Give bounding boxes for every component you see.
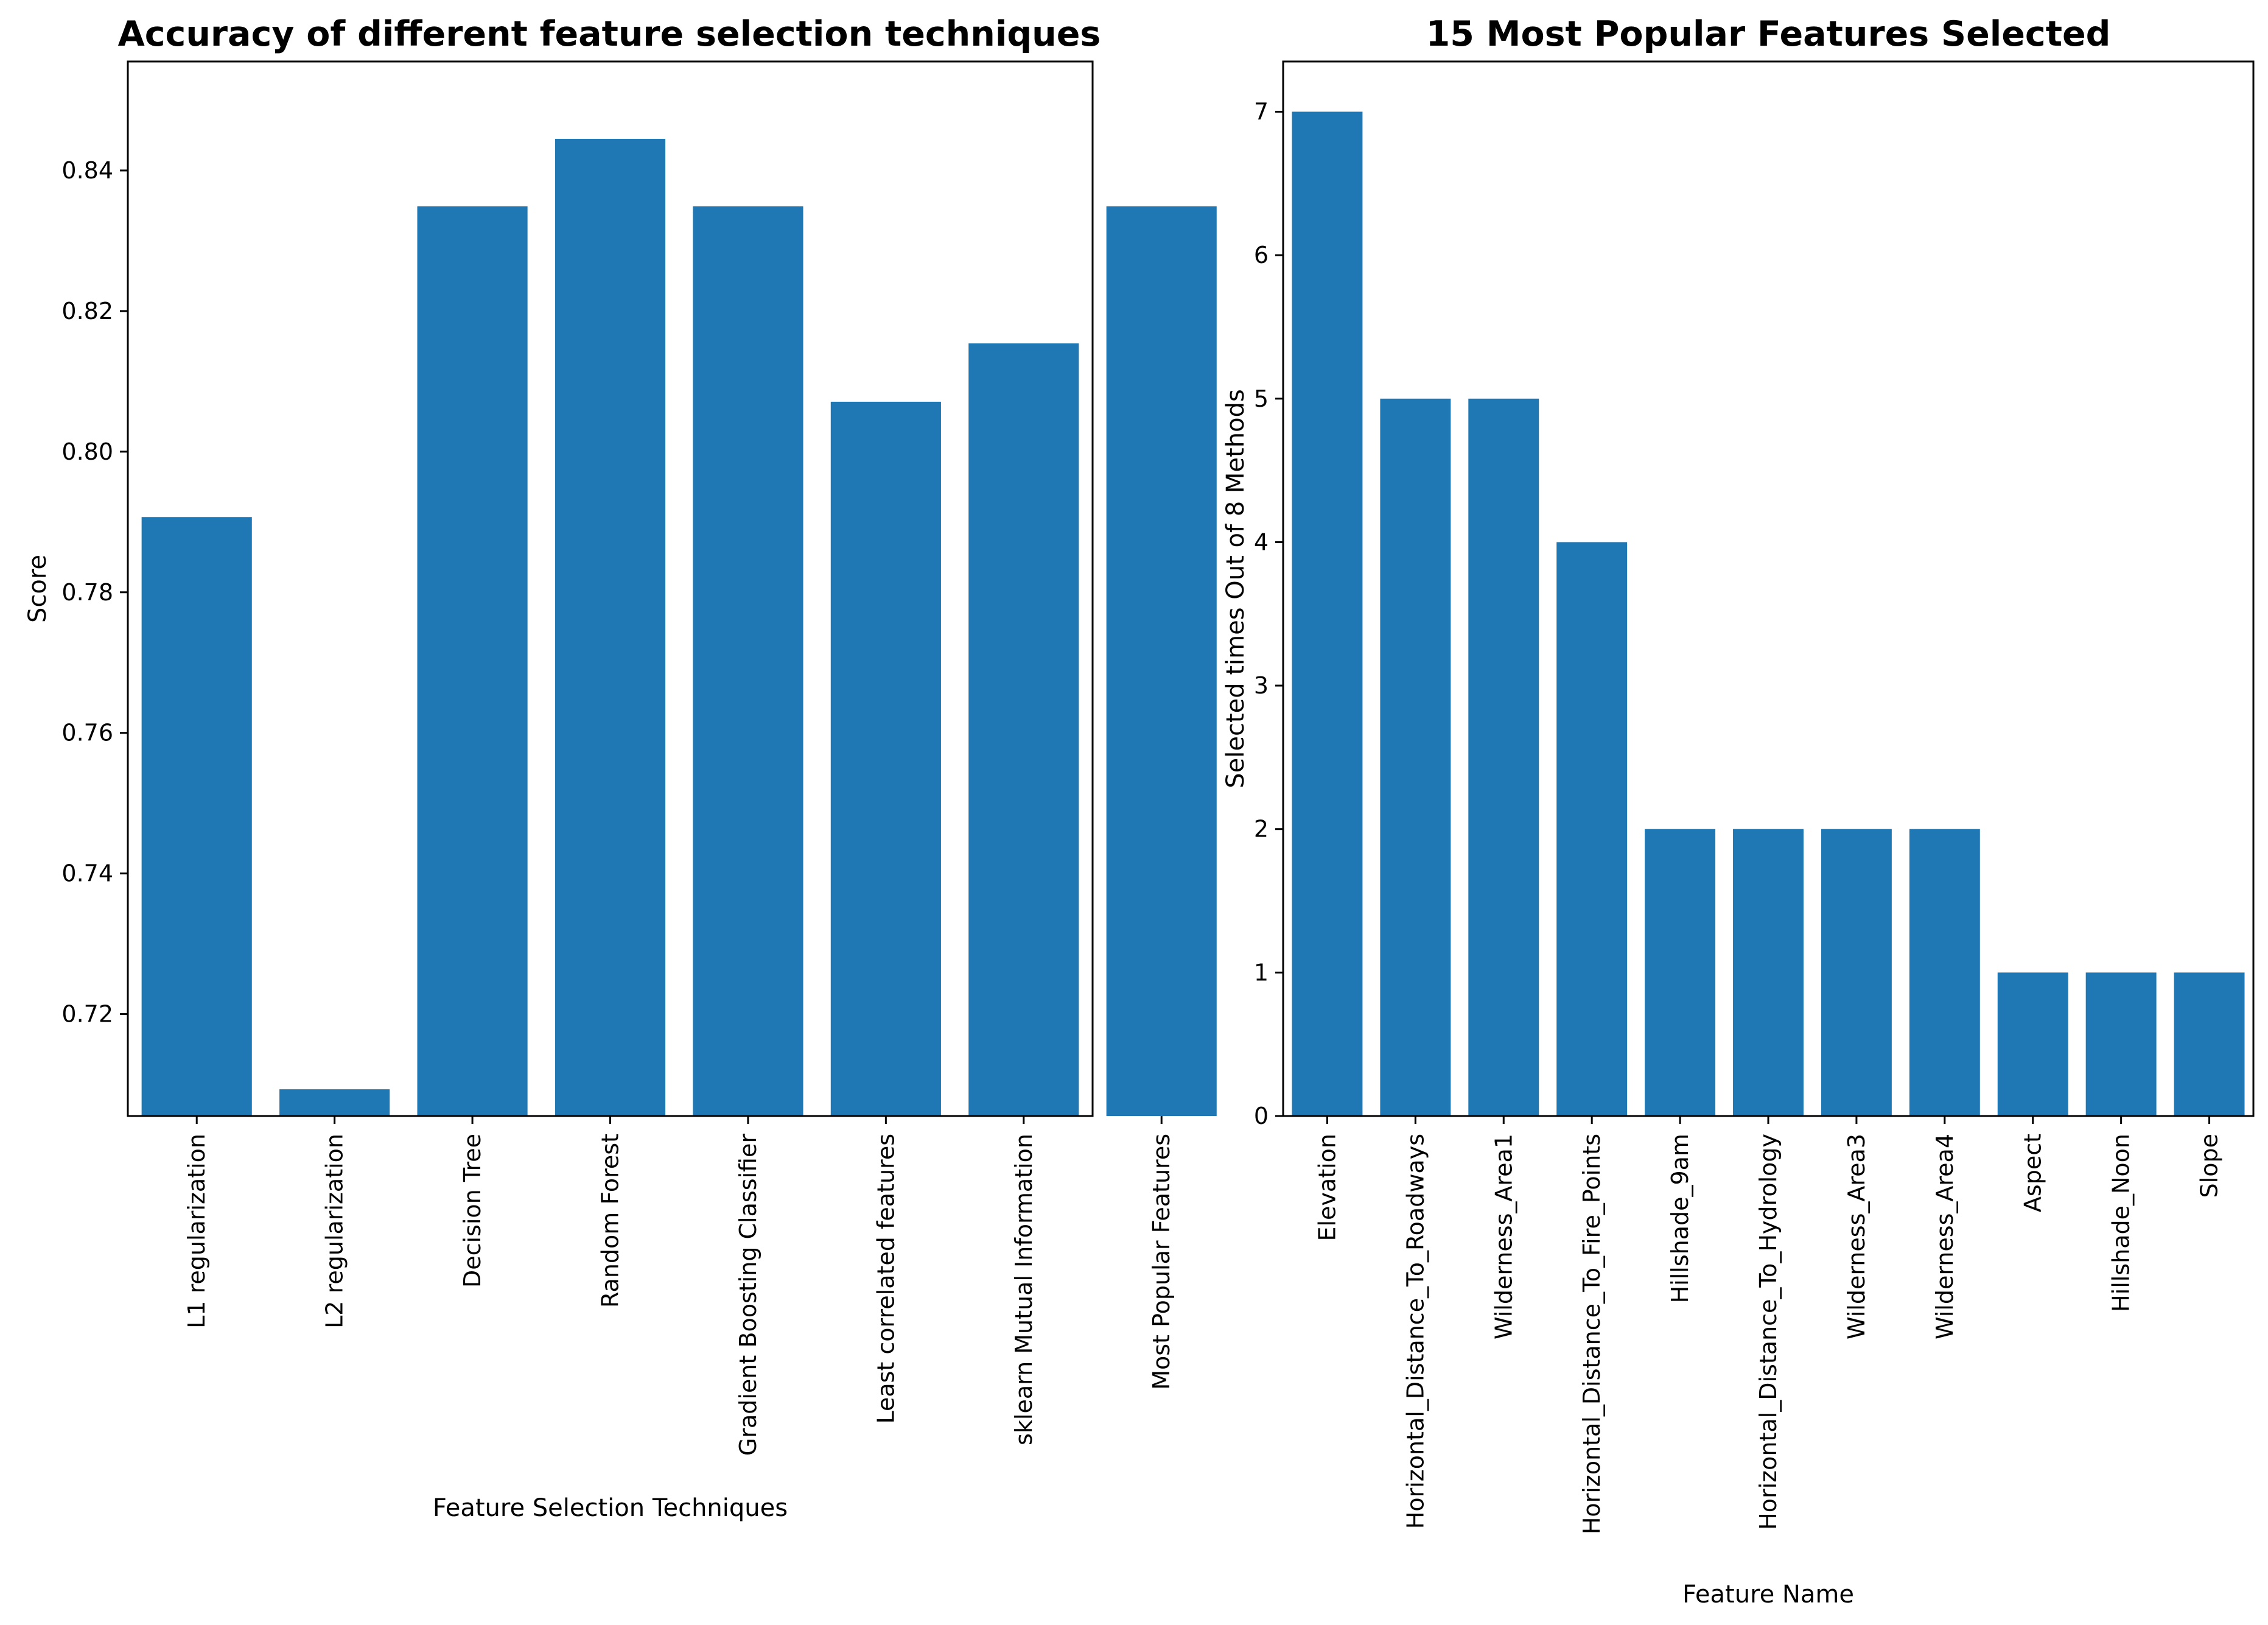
chart-popular-features: 0 1 2 3 4 5 6 7 Elevation Horizontal_Distance_To_… xyxy=(1222,14,2255,1609)
bar-elevation xyxy=(1292,111,1363,1116)
x-tick-label: Elevation xyxy=(1314,1134,1340,1241)
x-tick-label: Most Popular Features xyxy=(1148,1134,1175,1390)
x-tick-label: Wilderness_Area4 xyxy=(1931,1134,1958,1339)
x-tick-label: L2 regularization xyxy=(321,1134,348,1328)
bar-hillshade-9am xyxy=(1645,829,1716,1116)
bar-random-forest xyxy=(555,139,666,1117)
chart-accuracy: 0.72 0.74 0.76 0.78 0.80 0.82 0.84 L1 regulariz… xyxy=(24,14,1217,1522)
x-tick-label: Decision Tree xyxy=(459,1134,486,1288)
x-axis-label: Feature Selection Techniques xyxy=(433,1494,788,1522)
x-tick-label: Horizontal_Distance_To_Hydrology xyxy=(1755,1134,1782,1530)
x-tick-label: L1 regularization xyxy=(183,1134,210,1328)
x-tick-label: Horizontal_Distance_To_Fire_Points xyxy=(1578,1134,1605,1534)
y-tick-label: 6 xyxy=(1254,242,1269,268)
bar-horizontal-distance-to-roadways xyxy=(1380,398,1451,1116)
x-tick-label: Least correlated features xyxy=(872,1134,899,1424)
y-tick-label: 0.76 xyxy=(61,720,113,746)
x-tick-label: sklearn Mutual Information xyxy=(1010,1134,1037,1445)
y-tick-label: 5 xyxy=(1254,385,1269,412)
bar-aspect xyxy=(1997,972,2068,1116)
bar-wilderness-area3 xyxy=(1821,829,1892,1116)
bar-l1-regularization xyxy=(141,517,252,1116)
bar-most-popular-features xyxy=(1106,206,1217,1116)
x-tick-label: Gradient Boosting Classifier xyxy=(735,1134,761,1456)
bar-decision-tree xyxy=(417,206,528,1116)
y-tick-label: 7 xyxy=(1254,98,1269,125)
y-tick-label: 0.80 xyxy=(61,438,113,465)
y-axis-label: Selected times Out of 8 Methods xyxy=(1222,389,1250,788)
y-tick-label: 0.72 xyxy=(61,1001,113,1028)
y-tick-label: 0 xyxy=(1254,1103,1269,1129)
x-tick-label: Slope xyxy=(2196,1134,2223,1198)
y-tick-label: 4 xyxy=(1254,528,1269,555)
bar-horizontal-distance-to-fire-points xyxy=(1556,542,1628,1116)
x-tick-label: Horizontal_Distance_To_Roadways xyxy=(1402,1134,1429,1529)
y-tick-label: 2 xyxy=(1254,816,1269,843)
x-tick-label: Hillshade_Noon xyxy=(2108,1134,2135,1312)
bar-gradient-boosting-classifier xyxy=(693,206,803,1116)
y-tick-label: 0.78 xyxy=(61,579,113,606)
chart-title: Accuracy of different feature selection … xyxy=(118,14,1101,54)
y-tick-label: 0.82 xyxy=(61,298,113,325)
y-tick-label: 3 xyxy=(1254,672,1269,699)
bar-hillshade-noon xyxy=(2085,972,2157,1116)
bar-wilderness-area1 xyxy=(1468,398,1539,1116)
x-tick-label: Wilderness_Area3 xyxy=(1843,1134,1870,1339)
bar-slope xyxy=(2174,972,2245,1116)
y-tick-label: 0.74 xyxy=(61,860,113,887)
bar-least-correlated-features xyxy=(830,401,941,1116)
bar-horizontal-distance-to-hydrology xyxy=(1733,829,1804,1116)
y-tick-label: 1 xyxy=(1254,959,1269,986)
x-tick-label: Wilderness_Area1 xyxy=(1490,1134,1517,1339)
bar-wilderness-area4 xyxy=(1909,829,1980,1116)
chart-title: 15 Most Popular Features Selected xyxy=(1426,14,2111,54)
y-axis-label: Score xyxy=(24,555,52,623)
bar-l2-regularization xyxy=(279,1089,390,1116)
x-axis-label: Feature Name xyxy=(1682,1581,1854,1609)
x-tick-label: Random Forest xyxy=(597,1134,624,1308)
x-tick-label: Aspect xyxy=(2020,1134,2046,1212)
bar-sklearn-mutual-information xyxy=(968,343,1079,1116)
x-tick-label: Hillshade_9am xyxy=(1667,1134,1693,1303)
y-tick-label: 0.84 xyxy=(61,157,113,184)
